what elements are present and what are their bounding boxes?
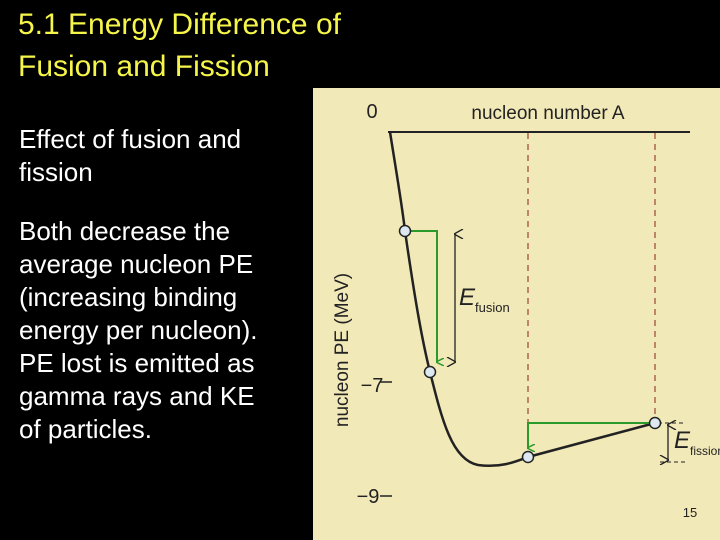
paragraph: Both decrease the average nucleon PE (in…	[19, 215, 257, 446]
y-tick-label: −7	[361, 375, 384, 397]
nucleus-point	[423, 365, 437, 379]
paragraph: Effect of fusion and fission	[19, 123, 241, 189]
nucleus-point	[398, 224, 412, 238]
text-line: gamma rays and KE	[19, 381, 255, 411]
fission-arrow	[527, 422, 655, 448]
fusion-arrow	[405, 230, 437, 362]
figure-background	[313, 88, 720, 540]
energy-symbol: E	[459, 284, 476, 311]
y-tick-label: 0	[366, 101, 377, 123]
slide-title: 5.1 Energy Difference of Fusion and Fiss…	[18, 4, 341, 88]
nucleus-point	[521, 450, 535, 464]
energy-subscript: fusion	[475, 300, 510, 315]
y-tick-label: −9	[357, 486, 380, 508]
slide-number: 15	[683, 505, 697, 520]
x-axis-label: nucleon number A	[471, 103, 624, 124]
y-axis-label: nucleon PE (MeV)	[332, 273, 353, 427]
title-line: Fusion and Fission	[18, 50, 270, 83]
text-line: PE lost is emitted as	[19, 348, 255, 378]
text-line: Both decrease the	[19, 216, 231, 246]
energy-symbol: E	[674, 427, 691, 454]
energy-label: Efission	[674, 427, 720, 458]
text-line: energy per nucleon).	[19, 315, 258, 345]
text-line: (increasing binding	[19, 282, 238, 312]
nucleus-point	[648, 416, 662, 430]
energy-subscript: fission	[690, 444, 720, 458]
text-line: Effect of fusion and	[19, 124, 242, 154]
title-line: 5.1 Energy Difference of	[18, 8, 341, 41]
text-line: average nucleon PE	[19, 249, 254, 279]
text-line: of particles.	[19, 414, 152, 444]
text-line: fission	[19, 157, 93, 187]
energy-label: Efusion	[459, 284, 510, 315]
